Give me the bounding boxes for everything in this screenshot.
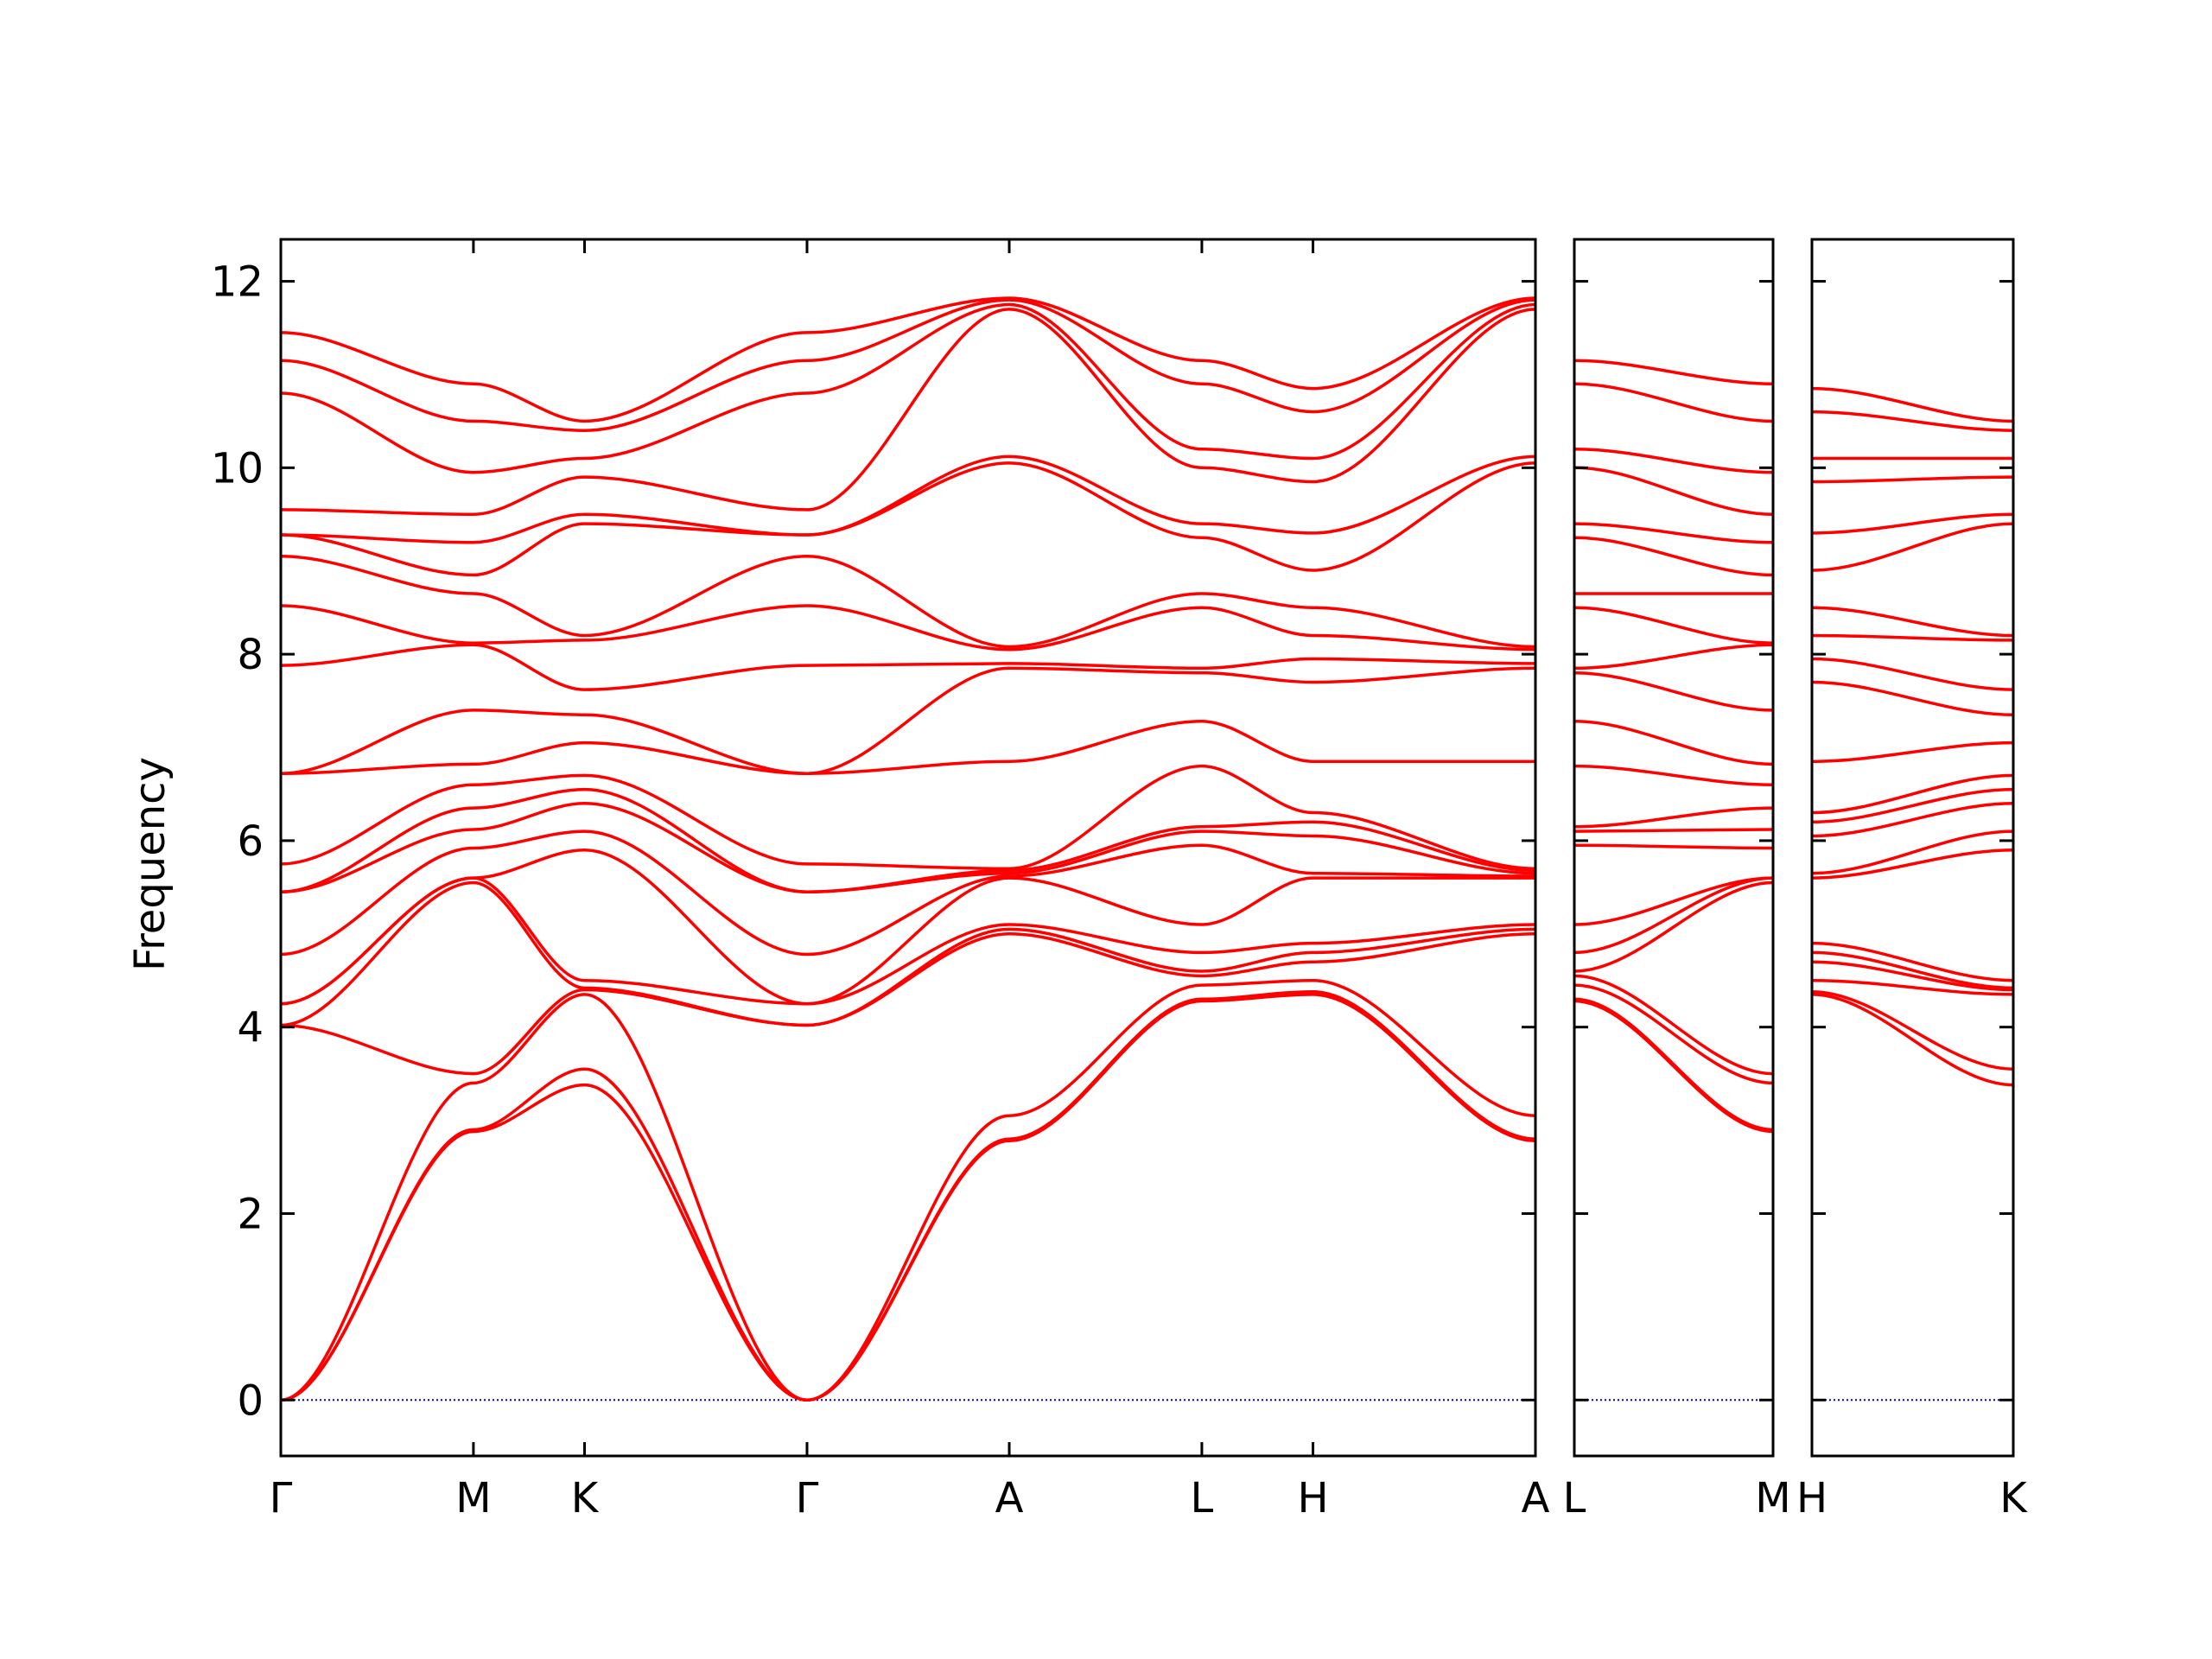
band-line-18 — [1574, 522, 1773, 544]
band-line-11 — [281, 764, 1535, 871]
band-line-2 — [281, 989, 1535, 1402]
band-line-18 — [281, 454, 1535, 544]
y-tick-label: 4 — [237, 1004, 264, 1052]
x-tick-label: M — [455, 1474, 491, 1522]
band-line-12 — [1574, 720, 1773, 766]
band-line-18 — [1812, 512, 2013, 535]
band-line-11 — [1812, 773, 2013, 815]
band-line-5 — [1812, 950, 2013, 990]
band-line-3 — [281, 978, 1535, 1402]
band-line-8 — [1574, 843, 1773, 850]
panel-plot-area — [1574, 359, 1773, 1402]
x-tick-label: M — [1755, 1474, 1790, 1522]
band-line-15 — [1812, 633, 2013, 642]
band-line-4 — [1574, 974, 1773, 1076]
band-line-13 — [1812, 680, 2013, 717]
band-line-13 — [1574, 671, 1773, 712]
band-line-3 — [1574, 983, 1773, 1085]
x-tick-label: K — [571, 1474, 600, 1522]
band-line-17 — [1812, 522, 2013, 572]
x-tick-label: H — [1796, 1474, 1827, 1522]
band-line-12 — [281, 720, 1535, 775]
band-line-19 — [281, 308, 1535, 517]
y-tick-label: 0 — [237, 1376, 264, 1425]
band-line-21 — [1812, 410, 2013, 432]
band-line-20 — [281, 302, 1535, 474]
band-line-7 — [281, 848, 1535, 1006]
band-line-8 — [1812, 830, 2013, 875]
panel-1: 0 2 4 6 8 10 12 Γ M K Γ A L H A — [211, 238, 1550, 1522]
x-tick-label: H — [1297, 1474, 1328, 1522]
panel-plot-area — [281, 296, 1535, 1402]
panel-frame — [279, 238, 1537, 1458]
x-tick-label: Γ — [270, 1474, 293, 1522]
band-line-2 — [1574, 997, 1773, 1132]
band-line-17 — [1574, 536, 1773, 577]
band-line-21 — [1574, 382, 1773, 423]
x-tick-label: A — [1522, 1474, 1550, 1522]
band-line-10 — [281, 787, 1535, 893]
panel-plot-area — [1812, 386, 2013, 1402]
band-line-17 — [281, 461, 1535, 577]
panel-frame — [1810, 238, 2015, 1458]
band-line-2 — [1812, 989, 2013, 1071]
band-line-22 — [1574, 359, 1773, 385]
x-tick-label: Γ — [796, 1474, 819, 1522]
band-line-22 — [1812, 386, 2013, 423]
panel-frame — [1573, 238, 1775, 1458]
band-line-14 — [281, 643, 1535, 691]
band-line-11 — [1574, 764, 1773, 786]
y-tick-label: 10 — [211, 444, 264, 493]
band-line-8 — [281, 830, 1535, 957]
y-tick-label: 6 — [237, 817, 264, 866]
band-line-7 — [1812, 848, 2013, 880]
band-line-9 — [1812, 802, 2013, 838]
x-tick-label: L — [1563, 1474, 1586, 1522]
band-line-14 — [1574, 643, 1773, 671]
band-line-5 — [1574, 880, 1773, 973]
y-tick-label: 8 — [237, 631, 264, 679]
y-tick-label: 12 — [211, 258, 264, 307]
band-line-13 — [281, 666, 1535, 775]
band-line-10 — [1812, 787, 2013, 824]
band-line-12 — [1812, 741, 2013, 763]
band-line-4 — [1812, 960, 2013, 992]
band-line-4 — [281, 932, 1535, 1076]
band-line-21 — [281, 298, 1535, 432]
band-line-15 — [1574, 606, 1773, 645]
y-axis-title: Frequency — [126, 757, 175, 971]
band-line-20 — [1574, 448, 1773, 474]
y-tick-label: 2 — [237, 1190, 264, 1238]
x-tick-label: A — [995, 1474, 1024, 1522]
band-line-7 — [1574, 876, 1773, 926]
band-line-1 — [1812, 993, 2013, 1087]
band-line-16 — [281, 555, 1535, 649]
band-line-22 — [281, 296, 1535, 423]
band-line-16 — [1812, 606, 2013, 638]
x-tick-label: L — [1191, 1474, 1214, 1522]
band-line-3 — [1812, 978, 2013, 996]
band-line-19 — [1574, 466, 1773, 517]
band-line-9 — [1574, 828, 1773, 833]
band-line-15 — [281, 604, 1535, 652]
band-line-14 — [1812, 657, 2013, 691]
band-line-10 — [1574, 806, 1773, 829]
band-line-5 — [281, 880, 1535, 1027]
band-line-19 — [1812, 475, 2013, 484]
band-line-6 — [1812, 941, 2013, 982]
x-tick-label: K — [1999, 1474, 2028, 1522]
